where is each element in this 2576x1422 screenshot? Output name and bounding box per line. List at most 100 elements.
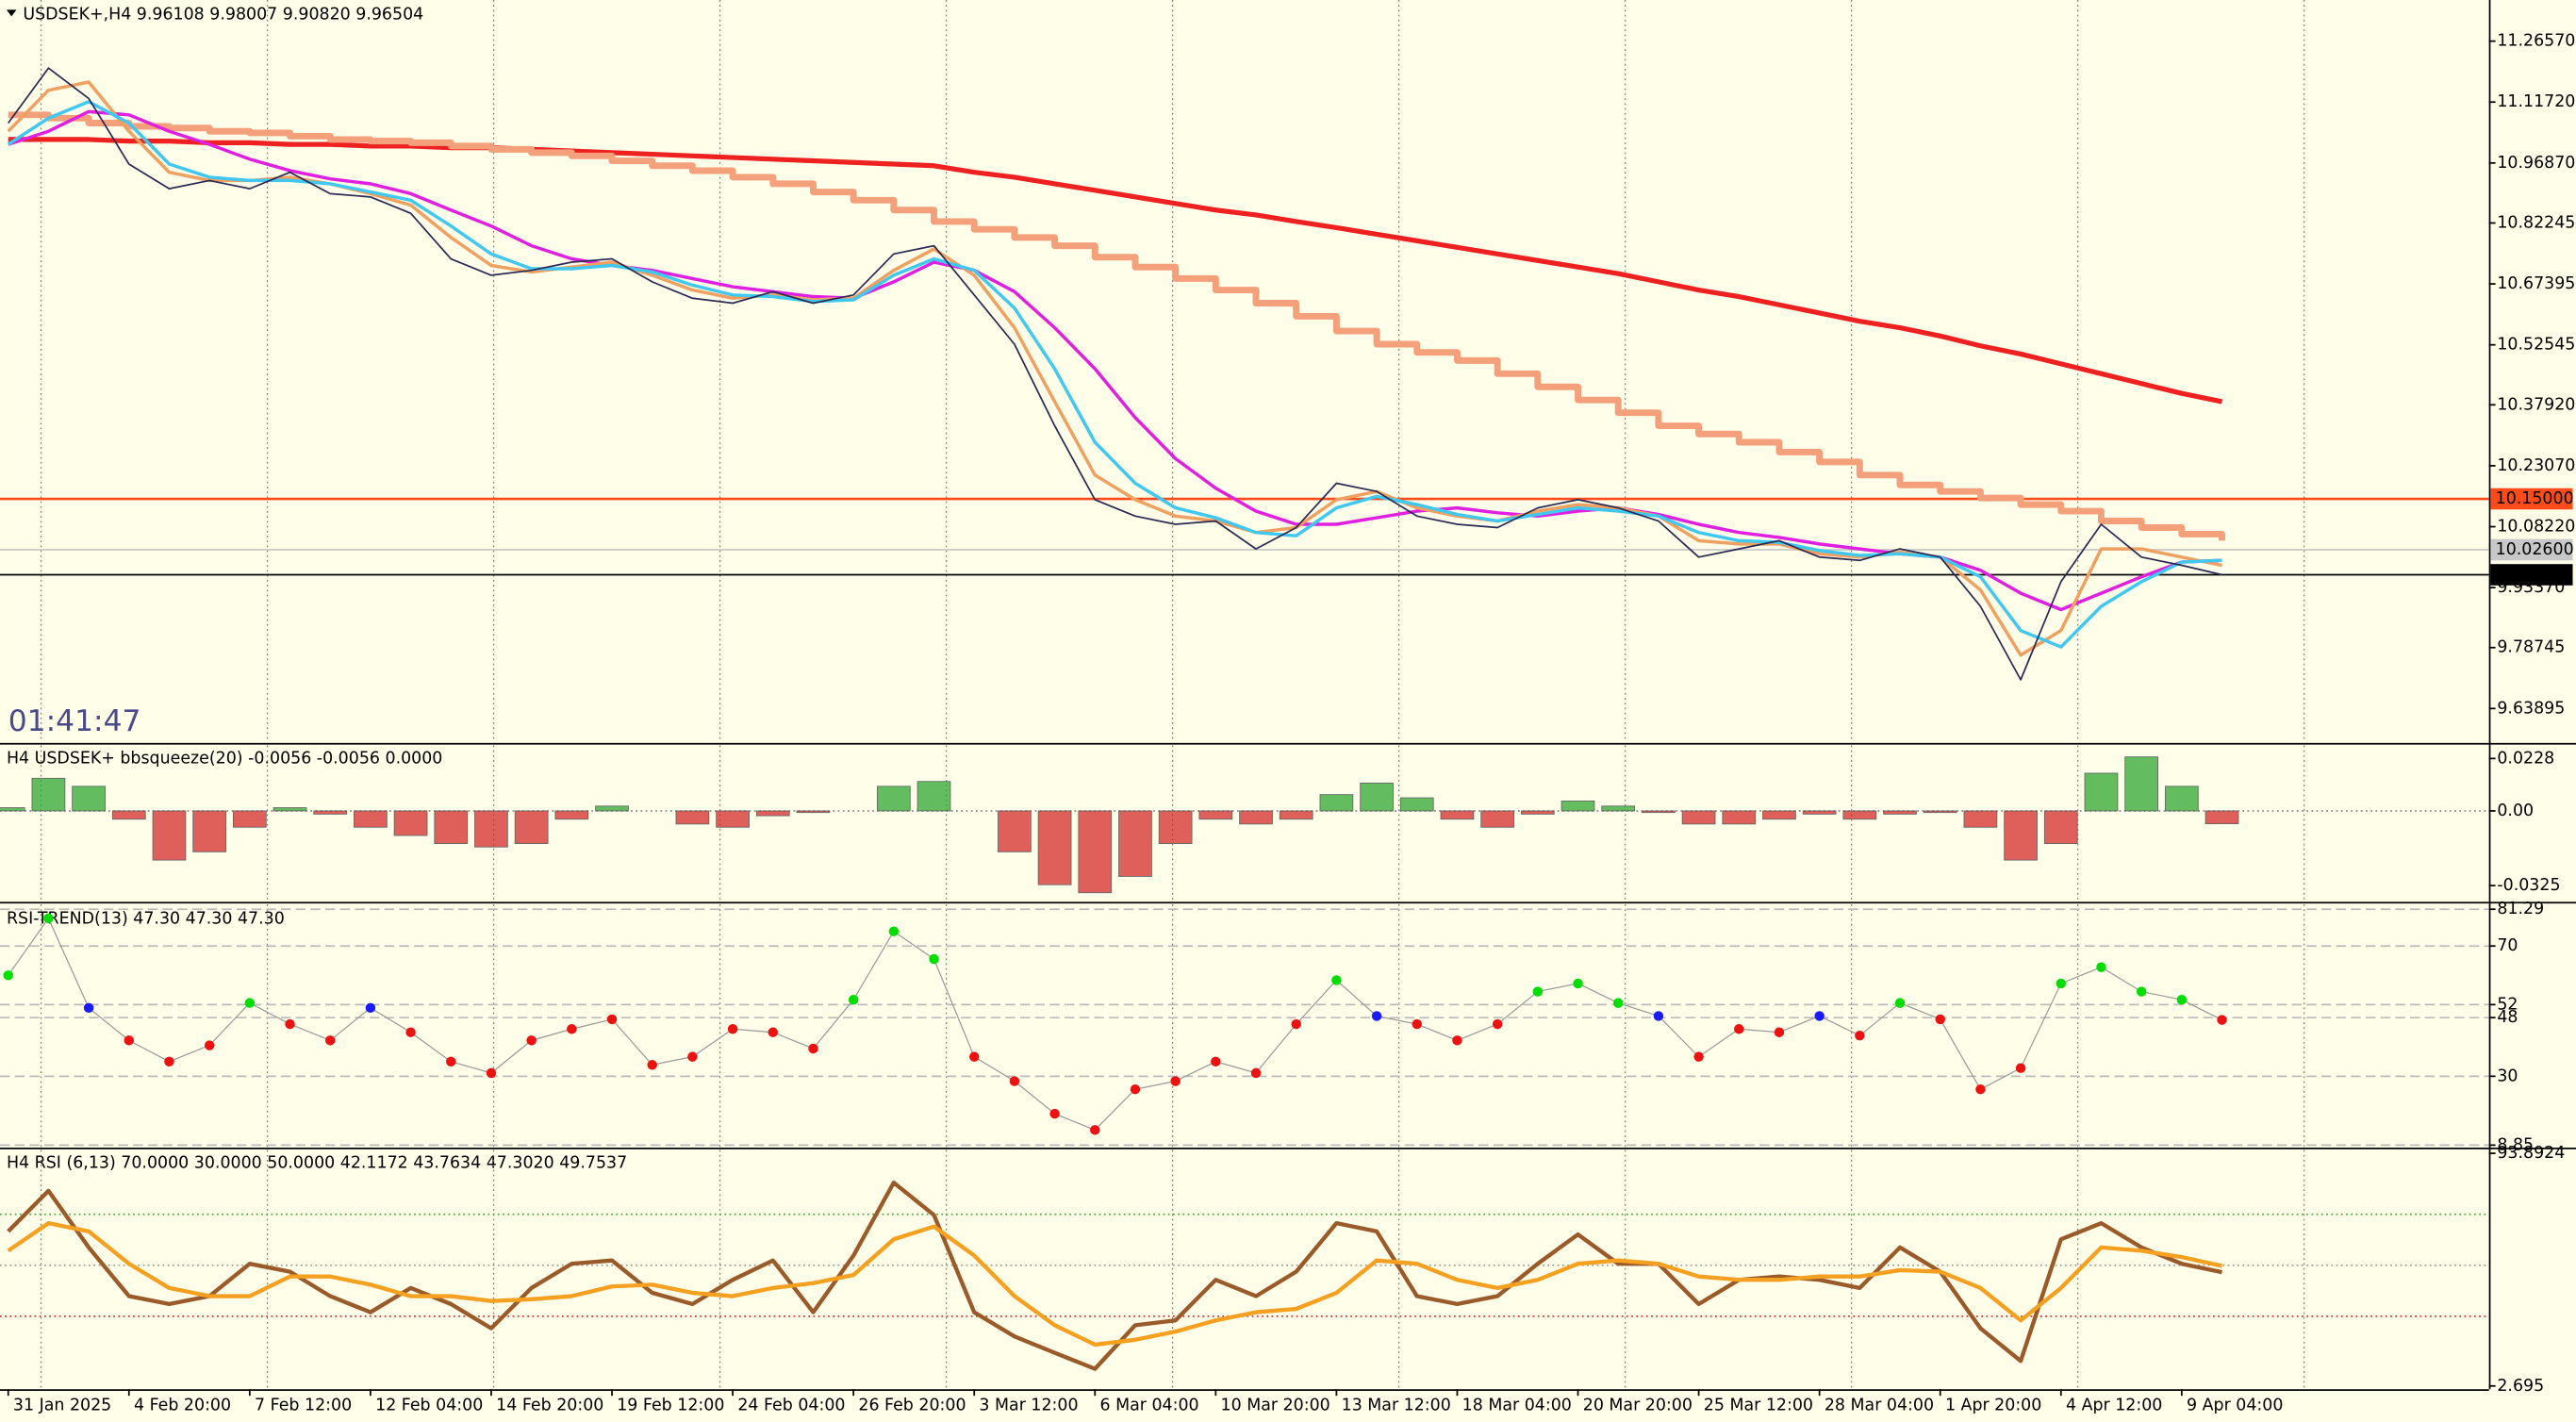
trend-dot (1935, 1014, 1945, 1025)
x-tick-label: 14 Feb 20:00 (496, 1397, 603, 1415)
trend-dot (43, 913, 54, 924)
y-tick-label: 8.85 (2497, 1135, 2534, 1154)
y-tick-label: 48 (2497, 1008, 2518, 1027)
series-line (7, 1180, 2222, 1371)
bar (1239, 810, 1273, 825)
bar (2204, 810, 2239, 825)
menu-arrow[interactable] (6, 9, 17, 17)
x-tick-label: 28 Mar 04:00 (1825, 1397, 1934, 1415)
x-tick-label: 12 Feb 04:00 (375, 1397, 483, 1415)
bar (1078, 810, 1113, 894)
trend-dot (968, 1051, 980, 1062)
trend-dot (1814, 1011, 1825, 1021)
bar (1722, 810, 1757, 825)
trend-dot (687, 1051, 698, 1062)
trend-dot (1090, 1125, 1100, 1135)
x-tick-label: 20 Mar 20:00 (1583, 1397, 1693, 1415)
bar (393, 810, 428, 836)
x-tick-label: 7 Feb 12:00 (255, 1397, 352, 1415)
bar (1560, 801, 1595, 812)
x-tick-label: 10 Mar 20:00 (1221, 1397, 1330, 1415)
trend-dot (446, 1056, 456, 1067)
trend-dot (285, 1018, 295, 1030)
price-label-box (2490, 564, 2573, 586)
bar (998, 810, 1032, 852)
y-tick-label: 81.29 (2497, 900, 2544, 918)
bar (1158, 810, 1193, 844)
bar (1923, 810, 1957, 814)
bar (2004, 810, 2038, 861)
trend-dot (2217, 1015, 2227, 1025)
y-tick-label: 10.37920 (2497, 395, 2575, 414)
trend-dot (405, 1027, 416, 1037)
trend-dot (526, 1035, 537, 1046)
trend-dot (1331, 975, 1342, 985)
x-tick-label: 3 Mar 12:00 (979, 1397, 1078, 1415)
y-tick-label: 52 (2497, 995, 2518, 1014)
bar (1037, 810, 1072, 885)
bar (1198, 810, 1233, 820)
bar (716, 810, 750, 828)
trend-line (8, 917, 2222, 1132)
trend-dot (204, 1040, 215, 1050)
bar (1883, 810, 1917, 815)
trend-dot (365, 1002, 376, 1014)
price-label: 10.02600 (2496, 540, 2574, 559)
trend-dot (244, 998, 256, 1008)
bar (1360, 783, 1394, 812)
bar (31, 777, 66, 812)
bar (1399, 797, 1434, 812)
y-tick-label: 2.695 (2497, 1377, 2544, 1396)
trend-dot (1291, 1018, 1301, 1030)
x-tick-label: 19 Feb 12:00 (617, 1397, 724, 1415)
price-label-box (2490, 488, 2573, 510)
trend-dot (1734, 1024, 1744, 1034)
bar (0, 807, 25, 812)
price-title: USDSEK+,H4 9.96108 9.98007 9.90820 9.965… (23, 6, 423, 25)
trend-dot (567, 1024, 577, 1034)
bar (272, 807, 307, 812)
series-line (8, 137, 2223, 405)
trend-dot (1653, 1011, 1664, 1021)
y-tick-label: 70 (2497, 936, 2518, 955)
bar (2164, 785, 2199, 812)
trend-dot (1532, 986, 1544, 997)
trend-dot (929, 953, 939, 965)
bar (474, 810, 508, 848)
bar (1802, 810, 1837, 815)
trend-dot (164, 1056, 174, 1067)
y-tick-label: 10.96870 (2497, 154, 2575, 173)
trend-dot (2136, 986, 2147, 997)
x-tick-label: 18 Mar 04:00 (1462, 1397, 1572, 1415)
trend-dot (2176, 994, 2188, 1005)
series-line (7, 1221, 2222, 1348)
price-label: 9.96504 (2496, 566, 2564, 585)
trend-dot (1211, 1056, 1221, 1067)
trend-dot (1894, 998, 1906, 1008)
trend-dot (1975, 1083, 1986, 1095)
bar (1762, 810, 1796, 820)
trend-dot (1452, 1035, 1462, 1046)
bar (1118, 810, 1152, 877)
bar (796, 810, 831, 814)
bar (1279, 810, 1313, 820)
bar (232, 810, 267, 828)
trend-dot (848, 994, 859, 1005)
trend-dot (2056, 978, 2067, 989)
y-tick-label: 10.67395 (2497, 274, 2575, 293)
bar (755, 810, 790, 817)
trend-dot (3, 970, 13, 981)
y-tick-label: -0.0325 (2497, 876, 2560, 895)
y-tick-label: 10.08220 (2497, 518, 2575, 537)
bar (1842, 810, 1877, 820)
x-tick-label: 1 Apr 20:00 (1945, 1397, 2041, 1415)
y-tick-label: 30 (2497, 1066, 2518, 1085)
trend-dot (1693, 1051, 1704, 1062)
bar (916, 781, 951, 812)
trend-dot (324, 1035, 336, 1046)
x-tick-label: 31 Jan 2025 (13, 1397, 111, 1415)
bar (1642, 810, 1676, 814)
price-label: 10.15000 (2496, 489, 2574, 508)
